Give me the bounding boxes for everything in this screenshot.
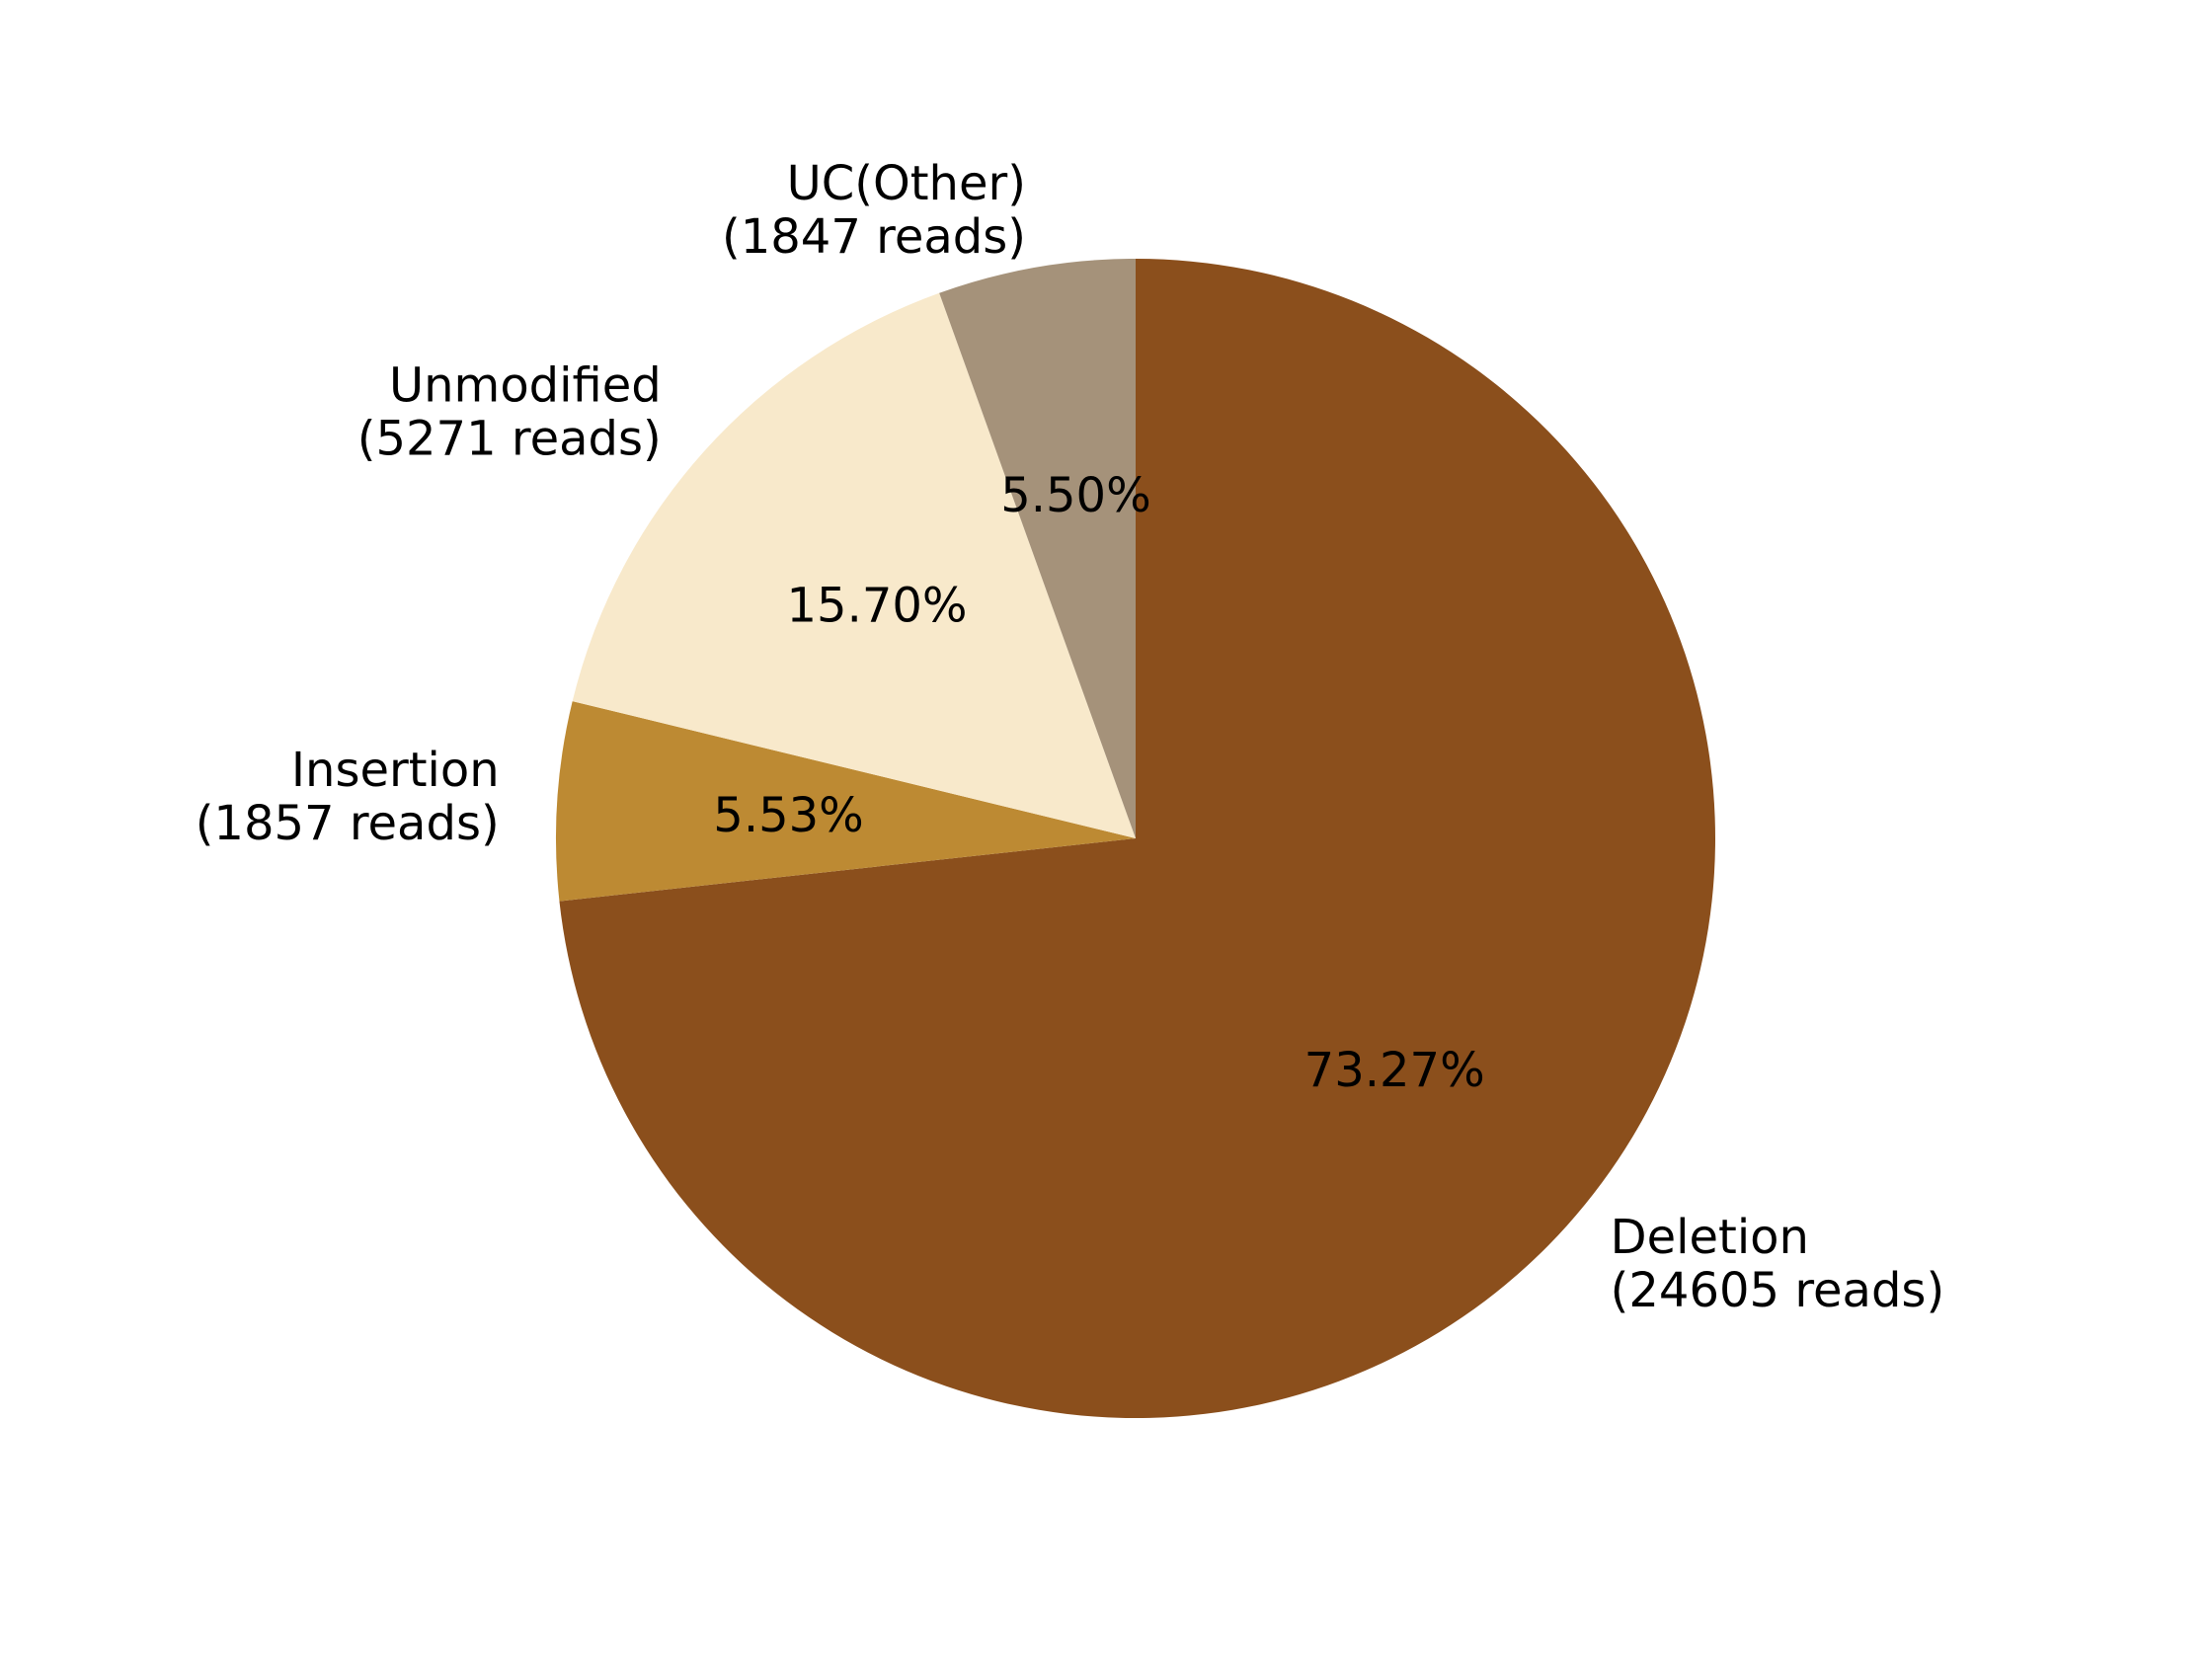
category-reads: (5271 reads): [357, 411, 662, 466]
category-name: UC(Other): [787, 156, 1026, 211]
category-name: Deletion: [1611, 1210, 1809, 1265]
percent-label: 15.70%: [787, 579, 968, 634]
category-name: Unmodified: [389, 357, 662, 413]
pie-slice-uc-other: [939, 259, 1136, 838]
pie-slice-deletion: [559, 259, 1715, 1418]
category-reads: (1857 reads): [196, 796, 500, 851]
category-name: Insertion: [291, 743, 500, 798]
category-reads: (1847 reads): [722, 209, 1026, 265]
category-reads: (24605 reads): [1611, 1263, 1945, 1318]
percent-label: 5.50%: [1000, 468, 1150, 523]
pie-slice-unmodified: [572, 292, 1136, 839]
pie-slices: [555, 259, 1715, 1418]
pie-slice-insertion: [555, 701, 1136, 902]
percent-labels: 73.27% 5.53% 15.70% 5.50%: [713, 468, 1484, 1098]
category-labels: Deletion (24605 reads) Insertion (1857 read…: [196, 156, 1944, 1318]
category-label: Deletion (24605 reads): [1611, 1210, 1945, 1318]
category-label: Insertion (1857 reads): [196, 743, 500, 851]
percent-label: 73.27%: [1304, 1043, 1485, 1098]
category-label: Unmodified (5271 reads): [357, 357, 662, 466]
percent-label: 5.53%: [713, 788, 863, 843]
category-label: UC(Other) (1847 reads): [722, 156, 1026, 265]
